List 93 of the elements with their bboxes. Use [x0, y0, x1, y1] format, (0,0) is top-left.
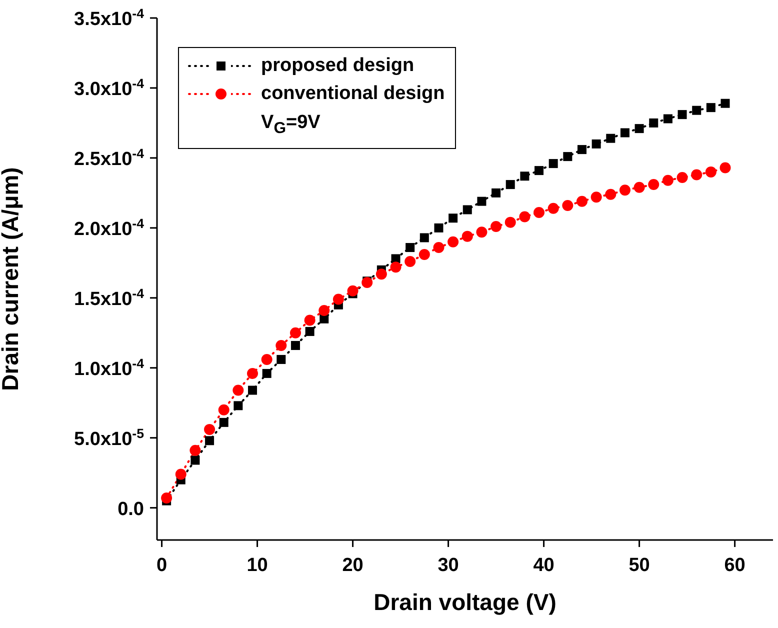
point: [534, 166, 544, 176]
point: [462, 205, 472, 214]
point: [247, 368, 258, 379]
point: [476, 226, 488, 238]
point: [678, 110, 687, 120]
point: [420, 233, 429, 242]
point: [219, 418, 228, 427]
legend-label: conventional design: [261, 82, 445, 106]
point: [676, 172, 688, 184]
y-tick-label: 1.5x10$^{-4}$: [74, 285, 145, 310]
point: [390, 262, 402, 273]
point: [318, 304, 330, 316]
point: [248, 386, 258, 395]
point: [490, 221, 502, 232]
point: [290, 327, 301, 338]
annotation: V$_{G}$=9V: [260, 111, 322, 139]
point: [433, 242, 444, 254]
point: [190, 444, 201, 456]
x-tick-label: 40: [533, 555, 554, 576]
point: [276, 354, 286, 364]
point: [548, 159, 558, 168]
y-tick-label: 3.5x10$^{-4}$: [74, 6, 145, 30]
point: [276, 340, 287, 351]
point: [563, 152, 572, 162]
point: [720, 162, 731, 174]
point: [232, 384, 244, 396]
point: [592, 139, 601, 148]
point: [534, 207, 545, 218]
point: [662, 174, 674, 186]
y-tick-label: 5.0x10$^{-5}$: [74, 425, 145, 450]
point: [590, 192, 602, 203]
point: [649, 118, 658, 128]
legend-label: proposed design: [261, 54, 414, 78]
point: [304, 314, 316, 326]
y-tick-label: 0.0: [118, 498, 144, 520]
point: [462, 230, 473, 242]
point: [663, 114, 672, 124]
point: [161, 492, 172, 504]
x-tick-label: 50: [628, 555, 650, 576]
point: [548, 202, 559, 214]
y-tick-label: 1.0x10$^{-4}$: [74, 355, 145, 380]
point: [720, 98, 730, 108]
x-axis-title: Drain voltage (V): [374, 589, 556, 615]
point: [506, 180, 515, 190]
point: [619, 184, 630, 196]
point: [562, 200, 574, 212]
point: [605, 188, 616, 200]
x-tick-label: 20: [342, 555, 364, 576]
point: [406, 243, 415, 252]
point: [175, 468, 186, 480]
point: [404, 256, 416, 268]
point: [204, 424, 216, 435]
x-tick-label: 0: [156, 555, 168, 576]
point: [261, 354, 272, 365]
point: [448, 236, 459, 248]
point: [705, 166, 716, 178]
point: [691, 169, 702, 180]
point: [320, 314, 329, 324]
point: [504, 216, 516, 228]
point: [234, 401, 243, 410]
x-tick-label: 10: [246, 555, 268, 576]
point: [448, 214, 458, 223]
x-tick-label: 30: [438, 555, 459, 576]
point: [376, 268, 387, 280]
y-tick-label: 2.0x10$^{-4}$: [74, 215, 145, 240]
point: [606, 134, 616, 143]
point: [692, 106, 702, 115]
point: [190, 456, 200, 465]
point: [520, 172, 530, 181]
x-tick-label: 60: [724, 555, 746, 576]
y-tick-label: 3.0x10$^{-4}$: [74, 75, 145, 100]
point: [620, 128, 630, 138]
point: [332, 294, 344, 305]
point: [634, 124, 644, 134]
point: [347, 285, 358, 296]
point: [706, 103, 716, 112]
point: [205, 436, 214, 446]
point: [519, 211, 530, 222]
point: [434, 223, 444, 232]
point: [262, 368, 272, 378]
point: [418, 249, 430, 260]
y-axis-title: Drain current (A/μm): [0, 167, 24, 391]
point: [477, 196, 486, 206]
point: [648, 179, 660, 190]
point: [290, 340, 300, 350]
point: [218, 404, 230, 416]
point: [492, 188, 501, 198]
point: [634, 182, 645, 193]
point: [305, 326, 314, 336]
point: [391, 254, 400, 264]
point: [576, 196, 588, 207]
point: [577, 145, 586, 154]
y-tick-label: 2.5x10$^{-4}$: [74, 145, 145, 170]
